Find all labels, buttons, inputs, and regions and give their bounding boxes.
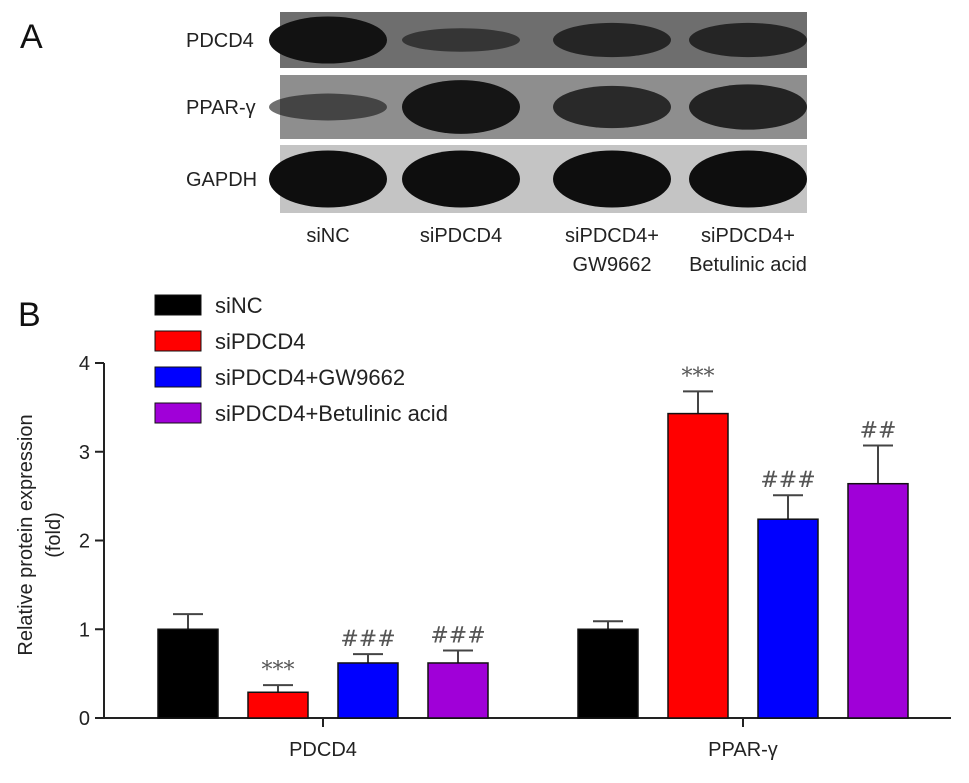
legend: siNC siPDCD4 siPDCD4+GW9662 siPDCD4+Betulin… xyxy=(154,293,448,426)
bar xyxy=(667,412,729,719)
blot-band xyxy=(553,22,671,58)
significance-marker: ### xyxy=(340,627,395,652)
bar xyxy=(757,518,819,719)
y-tick-label: 1 xyxy=(79,619,90,641)
legend-swatch xyxy=(154,366,202,388)
blot-row-label: GAPDH xyxy=(186,169,257,191)
bar xyxy=(337,662,399,719)
blot-band xyxy=(269,150,387,208)
y-tick-label: 0 xyxy=(79,708,90,730)
lane-label: siNC xyxy=(306,225,349,247)
y-axis-label-line1: Relative protein expression xyxy=(15,414,37,655)
legend-swatch xyxy=(154,294,202,316)
y-tick-label: 2 xyxy=(79,531,90,553)
lane-label-line2: Betulinic acid xyxy=(689,254,807,276)
blot-band xyxy=(553,150,671,208)
western-blot: PDCD4 PPAR-γ GAPDH xyxy=(186,12,807,213)
significance-marker: ### xyxy=(430,624,485,649)
bar xyxy=(847,482,909,719)
blot-row-label: PPAR-γ xyxy=(186,97,256,119)
significance-marker: *** xyxy=(682,364,715,389)
legend-label: siPDCD4+GW9662 xyxy=(215,365,405,390)
legend-label: siNC xyxy=(215,293,263,318)
lane-label-line2: GW9662 xyxy=(573,254,652,276)
lane-label: siPDCD4+ xyxy=(701,225,795,247)
y-tick-label: 3 xyxy=(79,442,90,464)
significance-marker: *** xyxy=(262,658,295,683)
bar xyxy=(247,691,309,719)
bar xyxy=(577,628,639,719)
lane-labels: siNC siPDCD4 siPDCD4+ GW9662 siPDCD4+ Betulin… xyxy=(306,225,807,276)
blot-band xyxy=(553,85,671,129)
bar-chart: Relative protein expression (fold) 0 1 2 3 4… xyxy=(15,353,951,761)
x-category-label: PPAR-γ xyxy=(708,739,778,761)
legend-swatch xyxy=(154,330,202,352)
blot-band xyxy=(689,150,807,208)
blot-band xyxy=(402,28,520,52)
blot-row-label: PDCD4 xyxy=(186,30,254,52)
legend-label: siPDCD4 xyxy=(215,329,305,354)
bar xyxy=(157,628,219,719)
legend-swatch xyxy=(154,402,202,424)
blot-band xyxy=(402,80,520,134)
panel-a-letter: A xyxy=(20,18,43,56)
lane-label: siPDCD4 xyxy=(420,225,502,247)
panel-b-letter: B xyxy=(18,296,41,334)
lane-label: siPDCD4+ xyxy=(565,225,659,247)
blot-band xyxy=(689,22,807,58)
y-tick-label: 4 xyxy=(79,353,90,375)
significance-marker: ## xyxy=(860,419,897,444)
x-category-label: PDCD4 xyxy=(289,739,357,761)
blot-band xyxy=(269,93,387,121)
blot-band xyxy=(402,150,520,208)
y-axis-label-line2: (fold) xyxy=(43,512,65,558)
legend-label: siPDCD4+Betulinic acid xyxy=(215,401,448,426)
blot-band xyxy=(269,16,387,64)
bar xyxy=(427,662,489,719)
significance-marker: ### xyxy=(760,468,815,493)
blot-band xyxy=(689,84,807,130)
